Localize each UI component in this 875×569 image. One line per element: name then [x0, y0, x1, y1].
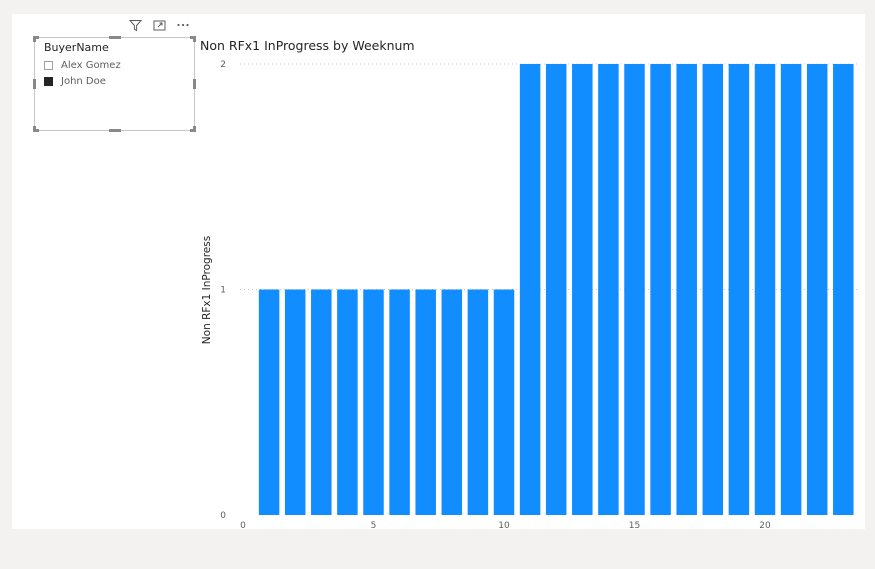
bar-week-4[interactable]: [337, 289, 358, 516]
resize-handle[interactable]: [109, 129, 121, 132]
bar-week-7[interactable]: [415, 289, 436, 516]
resize-handle[interactable]: [33, 129, 39, 132]
bar-week-20[interactable]: [754, 64, 776, 515]
x-tick-label: 15: [629, 521, 640, 531]
bar-week-2[interactable]: [284, 289, 306, 516]
slicer-title: BuyerName: [44, 41, 109, 54]
bar-week-3[interactable]: [311, 289, 332, 516]
resize-handle[interactable]: [33, 126, 36, 132]
bar-week-9[interactable]: [467, 289, 489, 516]
bar-week-21[interactable]: [780, 64, 802, 515]
focus-mode-icon[interactable]: [152, 18, 166, 32]
bar-week-18[interactable]: [702, 64, 724, 515]
resize-handle[interactable]: [33, 79, 36, 89]
x-tick-label: 10: [498, 521, 510, 531]
visual-header: [128, 18, 190, 32]
bar-week-15[interactable]: [624, 64, 645, 515]
bar-week-10[interactable]: [493, 289, 515, 516]
x-tick-label: 0: [240, 521, 246, 531]
slicer-item-label: John Doe: [61, 75, 106, 87]
bar-week-5[interactable]: [363, 289, 384, 516]
chart-title: Non RFx1 InProgress by Weeknum: [200, 38, 415, 53]
bar-week-17[interactable]: [676, 64, 697, 515]
bar-week-12[interactable]: [545, 64, 567, 515]
bar-week-22[interactable]: [806, 64, 828, 515]
bar-week-11[interactable]: [519, 64, 541, 515]
filter-icon[interactable]: [128, 18, 142, 32]
y-tick-label: 1: [220, 286, 226, 296]
x-tick-label: 5: [371, 521, 377, 531]
bar-week-16[interactable]: [650, 64, 671, 515]
y-tick-label: 0: [220, 511, 226, 521]
bar-week-14[interactable]: [598, 64, 619, 515]
slicer-item-alex-gomez[interactable]: Alex Gomez: [44, 58, 121, 72]
bar-week-23[interactable]: [833, 64, 854, 515]
checkbox-checked[interactable]: [44, 76, 53, 86]
bar-week-19[interactable]: [728, 64, 750, 515]
bar-week-6[interactable]: [389, 289, 410, 516]
more-options-icon[interactable]: [176, 18, 190, 32]
checkbox[interactable]: [44, 60, 53, 70]
buyer-name-slicer[interactable]: BuyerName Alex Gomez John Doe: [33, 36, 196, 132]
resize-handle[interactable]: [33, 36, 36, 42]
bar-week-1[interactable]: [258, 289, 280, 516]
resize-handle[interactable]: [193, 79, 196, 89]
y-tick-label: 2: [220, 60, 226, 70]
resize-handle[interactable]: [33, 36, 39, 39]
resize-handle[interactable]: [109, 36, 121, 39]
x-tick-label: 20: [759, 521, 771, 531]
bar-week-8[interactable]: [441, 289, 463, 516]
bar-week-13[interactable]: [572, 64, 593, 515]
resize-handle[interactable]: [193, 126, 196, 132]
slicer-item-label: Alex Gomez: [61, 59, 121, 71]
resize-handle[interactable]: [193, 36, 196, 42]
slicer-item-john-doe[interactable]: John Doe: [44, 74, 106, 88]
